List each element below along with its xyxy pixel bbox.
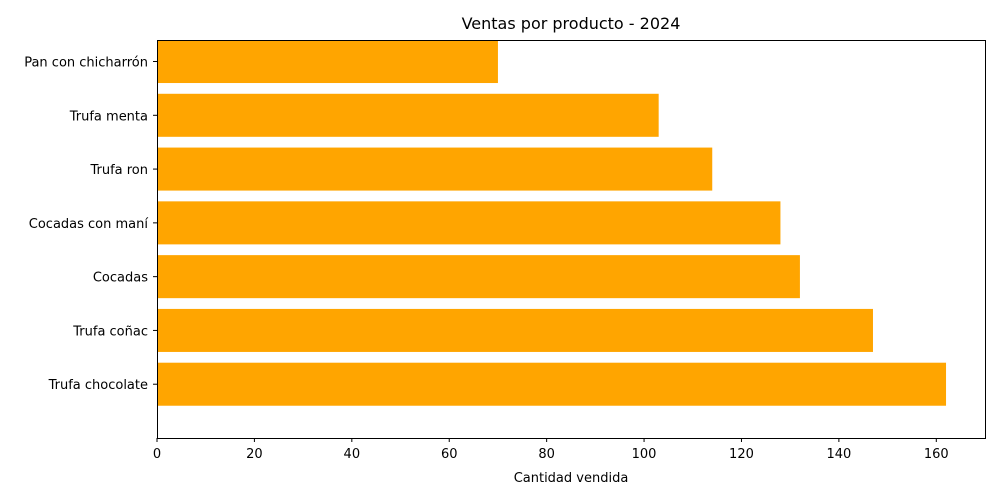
- bar-1: [157, 308, 873, 352]
- y-tick-label: Trufa coñac: [72, 324, 148, 339]
- bar-2: [157, 255, 800, 299]
- bar-3: [157, 201, 781, 245]
- x-tick-label: 40: [344, 447, 361, 462]
- x-tick-label: 160: [924, 447, 949, 462]
- bar-0: [157, 362, 947, 406]
- x-tick-label: 20: [246, 447, 263, 462]
- x-axis-label: Cantidad vendida: [514, 471, 629, 486]
- plot-frame: [157, 40, 986, 439]
- y-tick-label: Trufa chocolate: [48, 378, 148, 393]
- x-tick-label: 140: [826, 447, 851, 462]
- y-tick-label: Trufa ron: [89, 163, 148, 178]
- y-tick-label: Cocadas con maní: [29, 217, 149, 232]
- chart-title: Ventas por producto - 2024: [462, 14, 681, 33]
- ticks-layer: Trufa chocolate Trufa coñac Cocadas Cocadas…: [24, 56, 949, 462]
- y-tick-label: Pan con chicharrón: [24, 56, 148, 71]
- x-tick-label: 120: [729, 447, 754, 462]
- x-tick-label: 100: [632, 447, 657, 462]
- x-tick-label: 60: [441, 447, 458, 462]
- x-tick-label: 80: [538, 447, 555, 462]
- y-tick-label: Cocadas: [93, 271, 148, 286]
- bar-5: [157, 93, 659, 137]
- x-tick-label: 0: [153, 447, 161, 462]
- y-tick-label: Trufa menta: [69, 109, 148, 124]
- bars-layer: [157, 40, 947, 406]
- bar-4: [157, 147, 713, 191]
- bar-6: [157, 40, 498, 84]
